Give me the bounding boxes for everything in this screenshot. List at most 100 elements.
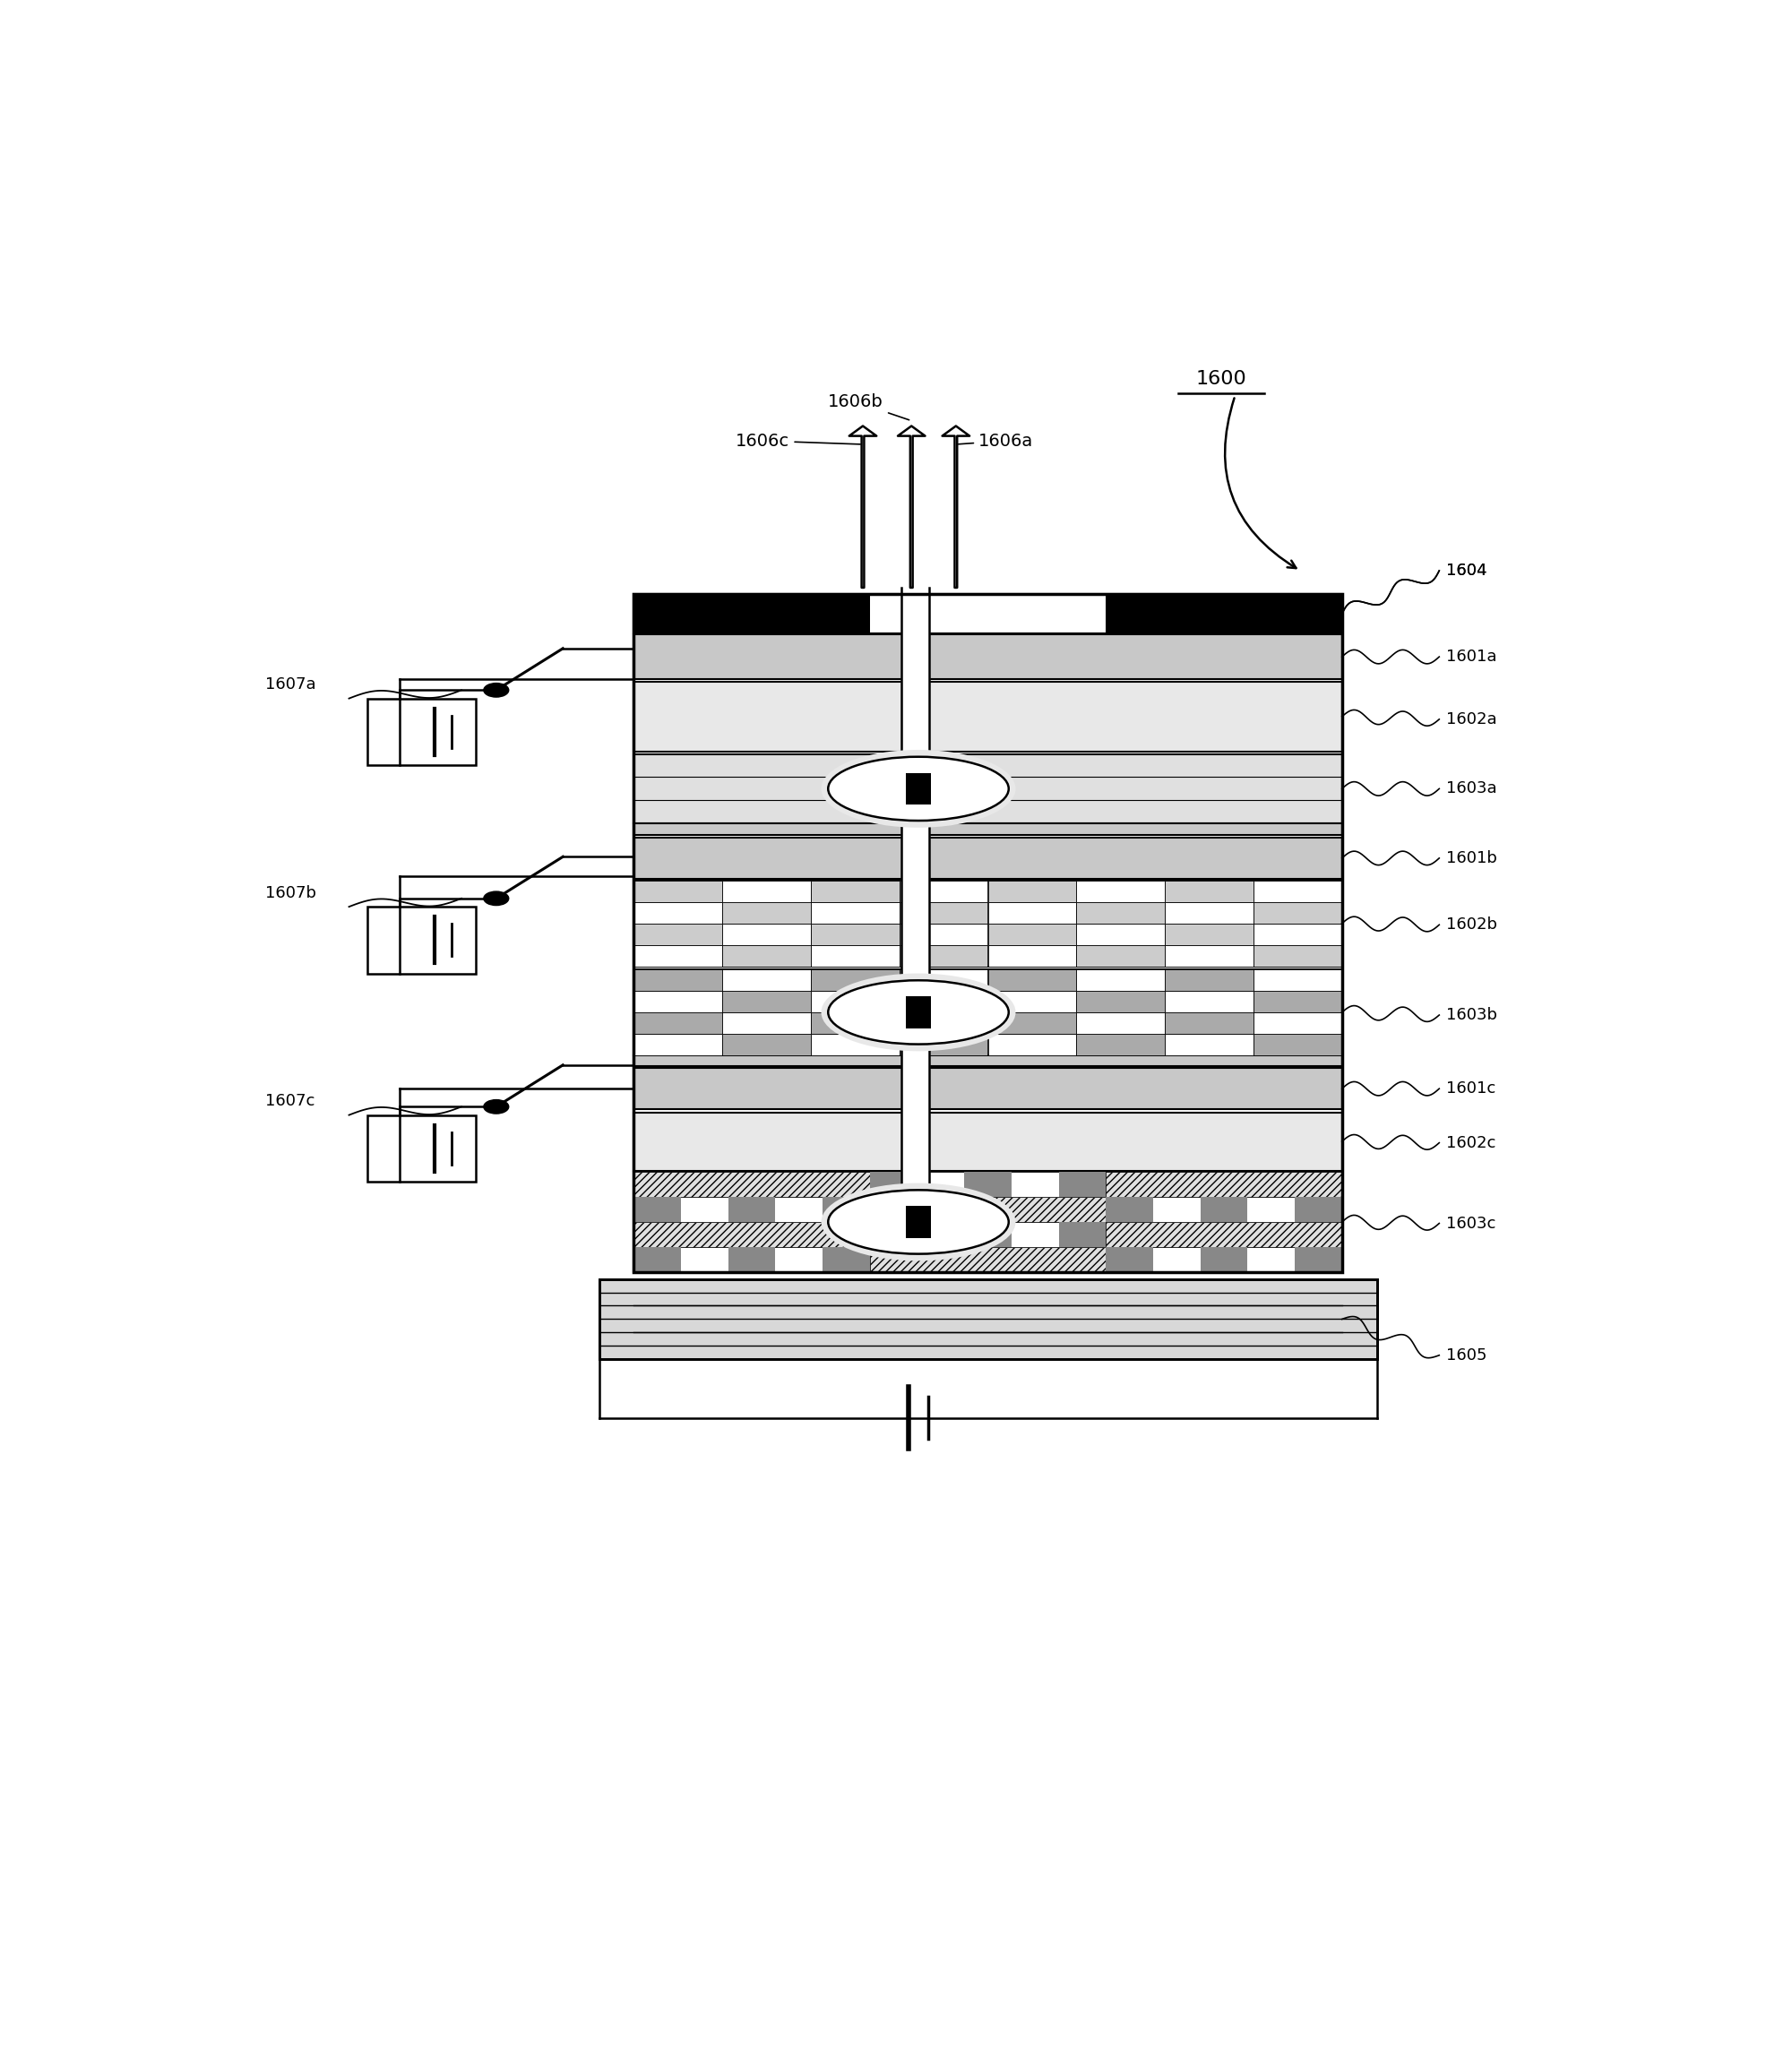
Bar [1106, 1198, 1152, 1222]
Bar [869, 1222, 1106, 1247]
Bar [1106, 1247, 1342, 1272]
Bar [634, 1173, 869, 1198]
Text: 1601a: 1601a [1446, 648, 1496, 665]
Ellipse shape [828, 981, 1009, 1045]
Text: 1603c: 1603c [1446, 1216, 1496, 1231]
Bar [1201, 1247, 1247, 1272]
Bar [900, 991, 987, 1012]
Ellipse shape [821, 973, 1016, 1051]
Bar [987, 880, 1077, 902]
Bar [722, 1035, 810, 1055]
Bar [1165, 946, 1253, 966]
Bar [987, 1035, 1077, 1055]
Bar [900, 1012, 987, 1035]
Bar [1077, 946, 1165, 966]
Bar [1077, 991, 1165, 1012]
Bar [1106, 1198, 1342, 1222]
Text: 1602c: 1602c [1446, 1136, 1496, 1150]
Bar [634, 1247, 681, 1272]
Bar [634, 1173, 1342, 1272]
Bar [1296, 1198, 1342, 1222]
Bar [1165, 991, 1253, 1012]
Bar [810, 923, 900, 946]
Text: 1604: 1604 [1446, 562, 1487, 578]
Bar [1165, 880, 1253, 902]
Bar [634, 595, 1342, 634]
Text: 1601c: 1601c [1446, 1080, 1496, 1097]
Bar [1253, 923, 1342, 946]
Bar [634, 634, 1342, 679]
Ellipse shape [484, 1101, 509, 1113]
Bar [634, 880, 1342, 966]
Bar [634, 923, 722, 946]
Bar [722, 923, 810, 946]
Bar [634, 1012, 722, 1035]
Text: 1605: 1605 [1446, 1346, 1487, 1363]
Bar [634, 991, 722, 1012]
Bar [634, 1055, 1342, 1066]
Bar [869, 1173, 1106, 1198]
Bar [599, 1278, 1376, 1359]
Bar [987, 968, 1077, 991]
Text: 1607c: 1607c [265, 1092, 315, 1109]
Bar [634, 595, 1342, 1272]
Bar [634, 1198, 681, 1222]
Bar [900, 923, 987, 946]
Bar [1077, 968, 1165, 991]
Bar [1201, 1198, 1247, 1222]
Bar [810, 946, 900, 966]
Bar [810, 991, 900, 1012]
Ellipse shape [821, 1183, 1016, 1262]
Bar [869, 1247, 1106, 1272]
Bar [634, 681, 1342, 752]
Bar [869, 1173, 918, 1198]
Bar [964, 1173, 1011, 1198]
Bar [810, 1035, 900, 1055]
Bar [823, 1198, 869, 1222]
Bar [367, 1115, 475, 1181]
Ellipse shape [484, 892, 509, 904]
Bar [900, 880, 987, 902]
Bar [599, 1278, 1376, 1359]
Bar [1253, 946, 1342, 966]
Bar [634, 595, 869, 634]
Bar [1106, 595, 1342, 634]
Bar [728, 1198, 776, 1222]
Text: 1607a: 1607a [265, 677, 317, 692]
Bar [964, 1222, 1011, 1247]
Bar [1165, 923, 1253, 946]
Bar [634, 1068, 1342, 1109]
Bar [810, 902, 900, 923]
Text: 1607b: 1607b [265, 884, 317, 900]
Bar [599, 1278, 1376, 1359]
Bar [634, 1198, 869, 1222]
Bar [823, 1247, 869, 1272]
Bar [1165, 1035, 1253, 1055]
Bar [367, 698, 475, 766]
Bar [1077, 902, 1165, 923]
Ellipse shape [828, 756, 1009, 820]
Bar [1253, 1035, 1342, 1055]
Bar [634, 1247, 869, 1272]
Bar [1077, 923, 1165, 946]
Text: 1602a: 1602a [1446, 710, 1496, 727]
Text: 1606c: 1606c [737, 432, 860, 450]
Bar [810, 1012, 900, 1035]
Ellipse shape [828, 1189, 1009, 1253]
Bar [722, 968, 810, 991]
Bar [634, 1278, 1342, 1359]
Bar [722, 880, 810, 902]
Text: 1606b: 1606b [828, 394, 909, 419]
Text: 1602b: 1602b [1446, 917, 1498, 933]
Bar [634, 880, 722, 902]
Bar [900, 1035, 987, 1055]
Bar [900, 902, 987, 923]
Text: 1604: 1604 [1446, 562, 1487, 578]
Bar [905, 772, 932, 805]
Bar [900, 968, 987, 991]
Text: 1606a: 1606a [959, 432, 1034, 450]
Bar [634, 946, 722, 966]
Bar [1077, 1012, 1165, 1035]
Bar [810, 880, 900, 902]
Bar [634, 1113, 1342, 1171]
